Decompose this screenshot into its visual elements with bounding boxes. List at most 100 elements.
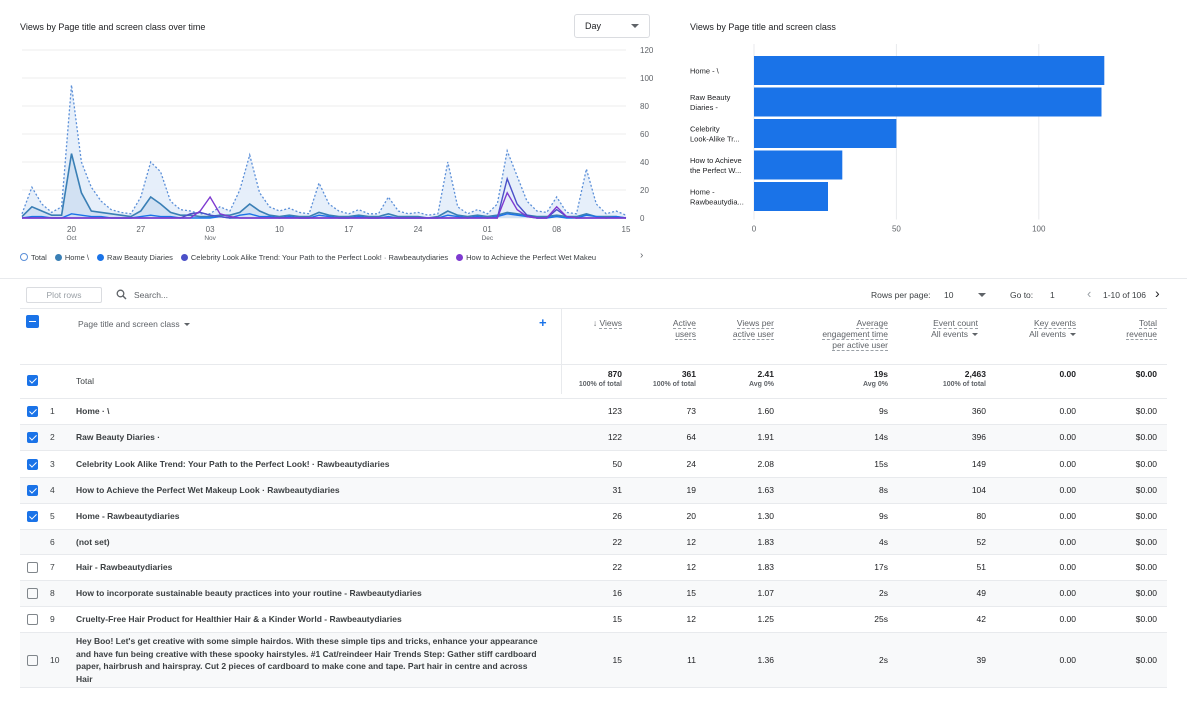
- table-row[interactable]: 5 Home - Rawbeautydiaries 26 20 1.30 9s …: [20, 504, 1167, 530]
- row-views-per-user: 1.63: [757, 485, 774, 495]
- row-title[interactable]: Hey Boo! Let's get creative with some si…: [76, 636, 538, 684]
- event-count-header[interactable]: Event count All events: [931, 318, 978, 340]
- row-checkbox[interactable]: [27, 562, 38, 573]
- avg-engagement-header[interactable]: Average engagement time per active user: [822, 318, 888, 351]
- row-title[interactable]: Celebrity Look Alike Trend: Your Path to…: [76, 458, 390, 469]
- x-tick-label: 01: [483, 225, 492, 234]
- row-revenue: $0.00: [1135, 511, 1157, 521]
- key-events-filter[interactable]: All events: [1029, 329, 1076, 340]
- row-title[interactable]: How to Achieve the Perfect Wet Makeup Lo…: [76, 485, 340, 495]
- y-tick-label: 120: [640, 46, 654, 55]
- row-key-events: 0.00: [1059, 536, 1076, 547]
- dimension-header[interactable]: Page title and screen class: [78, 319, 190, 329]
- row-index: 7: [50, 562, 55, 572]
- row-users: 12: [686, 562, 696, 572]
- add-dimension-icon[interactable]: +: [539, 315, 547, 330]
- table-row[interactable]: 4 How to Achieve the Perfect Wet Makeup …: [20, 478, 1167, 504]
- legend-next-icon[interactable]: ›: [640, 250, 644, 261]
- legend-dot-icon: [456, 253, 464, 261]
- row-views: 22: [612, 536, 622, 547]
- bar[interactable]: [754, 56, 1105, 85]
- views-per-user-header[interactable]: Views per active user: [732, 318, 774, 340]
- key-events-header[interactable]: Key events All events: [1029, 318, 1076, 340]
- x-tick-label: 100: [1032, 225, 1046, 234]
- table-row[interactable]: 3 Celebrity Look Alike Trend: Your Path …: [20, 451, 1167, 478]
- granularity-dropdown[interactable]: Day: [574, 14, 650, 38]
- legend-item-home[interactable]: Home \: [54, 253, 89, 262]
- row-title[interactable]: Home · \: [76, 406, 110, 416]
- row-checkbox[interactable]: [27, 614, 38, 625]
- bar[interactable]: [754, 87, 1102, 117]
- row-users: 73: [686, 406, 696, 416]
- next-page-icon[interactable]: ›: [1155, 285, 1160, 301]
- bar-category-label: Celebrity: [690, 125, 720, 134]
- row-events: 396: [971, 432, 986, 442]
- row-title[interactable]: (not set): [76, 536, 110, 547]
- home-area: [22, 153, 626, 218]
- row-users: 12: [686, 536, 696, 547]
- table-row[interactable]: 8 How to incorporate sustainable beauty …: [20, 581, 1167, 607]
- table-row[interactable]: 6 (not set) 22 12 1.83 4s 52 0.00 $0.00: [20, 530, 1167, 555]
- search-icon: [116, 289, 127, 302]
- goto-input[interactable]: 1: [1050, 290, 1055, 300]
- row-views-per-user: 2.08: [757, 458, 774, 469]
- table-row[interactable]: 1 Home · \ 123 73 1.60 9s 360 0.00 $0.00: [20, 399, 1167, 425]
- legend-item-raw-beauty[interactable]: Raw Beauty Diaries: [97, 253, 173, 262]
- row-events: 149: [971, 458, 986, 469]
- legend-item-wet-makeup[interactable]: How to Achieve the Perfect Wet Makeu: [456, 253, 596, 262]
- row-views-per-user: 1.07: [757, 588, 774, 598]
- bar[interactable]: [754, 119, 897, 148]
- bar[interactable]: [754, 150, 843, 180]
- rows-per-page-select[interactable]: 10: [944, 288, 986, 302]
- row-views-per-user: 1.60: [757, 406, 774, 416]
- total-checkbox[interactable]: [27, 375, 38, 386]
- row-views: 50: [612, 458, 622, 469]
- row-title[interactable]: Raw Beauty Diaries ·: [76, 432, 161, 442]
- table-row[interactable]: 9 Cruelty-Free Hair Product for Healthie…: [20, 607, 1167, 633]
- table-row[interactable]: 7 Hair - Rawbeautydiaries 22 12 1.83 17s…: [20, 555, 1167, 581]
- total-views-per-user: 2.41 Avg 0%: [748, 369, 774, 388]
- row-checkbox[interactable]: [27, 406, 38, 417]
- bar[interactable]: [754, 182, 828, 211]
- row-checkbox[interactable]: [27, 511, 38, 522]
- y-tick-label: 20: [640, 186, 649, 195]
- row-title[interactable]: Cruelty-Free Hair Product for Healthier …: [76, 614, 402, 624]
- active-users-header[interactable]: Active users: [672, 318, 696, 340]
- bar-category-label: Home - \: [690, 67, 720, 76]
- row-engagement: 8s: [879, 485, 888, 495]
- x-tick-label: 08: [552, 225, 561, 234]
- row-engagement: 2s: [879, 588, 888, 598]
- deselect-all-checkbox[interactable]: [26, 315, 39, 328]
- row-checkbox[interactable]: [27, 654, 38, 666]
- search-input[interactable]: Search...: [134, 290, 168, 300]
- x-tick-label: 10: [275, 225, 284, 234]
- row-views: 123: [607, 406, 622, 416]
- row-index: 1: [50, 406, 55, 416]
- views-header[interactable]: ↓ Views: [592, 318, 622, 329]
- search-placeholder: Search...: [134, 290, 169, 300]
- row-views-per-user: 1.83: [757, 562, 774, 572]
- table-row[interactable]: 10 Hey Boo! Let's get creative with some…: [20, 633, 1167, 688]
- row-title[interactable]: How to incorporate sustainable beauty pr…: [76, 588, 422, 598]
- prev-page-icon[interactable]: ‹: [1087, 286, 1092, 301]
- row-title[interactable]: Hair - Rawbeautydiaries: [76, 562, 173, 572]
- y-tick-label: 60: [640, 130, 649, 139]
- plot-rows-button[interactable]: Plot rows: [26, 287, 102, 303]
- row-key-events: 0.00: [1059, 588, 1076, 598]
- table-row[interactable]: 2 Raw Beauty Diaries · 122 64 1.91 14s 3…: [20, 425, 1167, 451]
- row-title[interactable]: Home - Rawbeautydiaries: [76, 511, 180, 521]
- total-row: Total 870 100% of total 361 100% of total …: [20, 364, 1167, 399]
- row-checkbox[interactable]: [27, 458, 38, 470]
- legend-item-total[interactable]: Total: [20, 253, 47, 262]
- revenue-header[interactable]: Total revenue: [1126, 318, 1157, 340]
- event-count-filter[interactable]: All events: [931, 329, 978, 340]
- row-checkbox[interactable]: [27, 485, 38, 496]
- row-checkbox[interactable]: [27, 432, 38, 443]
- legend-item-celebrity[interactable]: Celebrity Look Alike Trend: Your Path to…: [180, 253, 448, 262]
- row-engagement: 2s: [879, 654, 888, 665]
- row-key-events: 0.00: [1059, 614, 1076, 624]
- series-line-total: [21, 84, 627, 216]
- row-checkbox[interactable]: [27, 588, 38, 599]
